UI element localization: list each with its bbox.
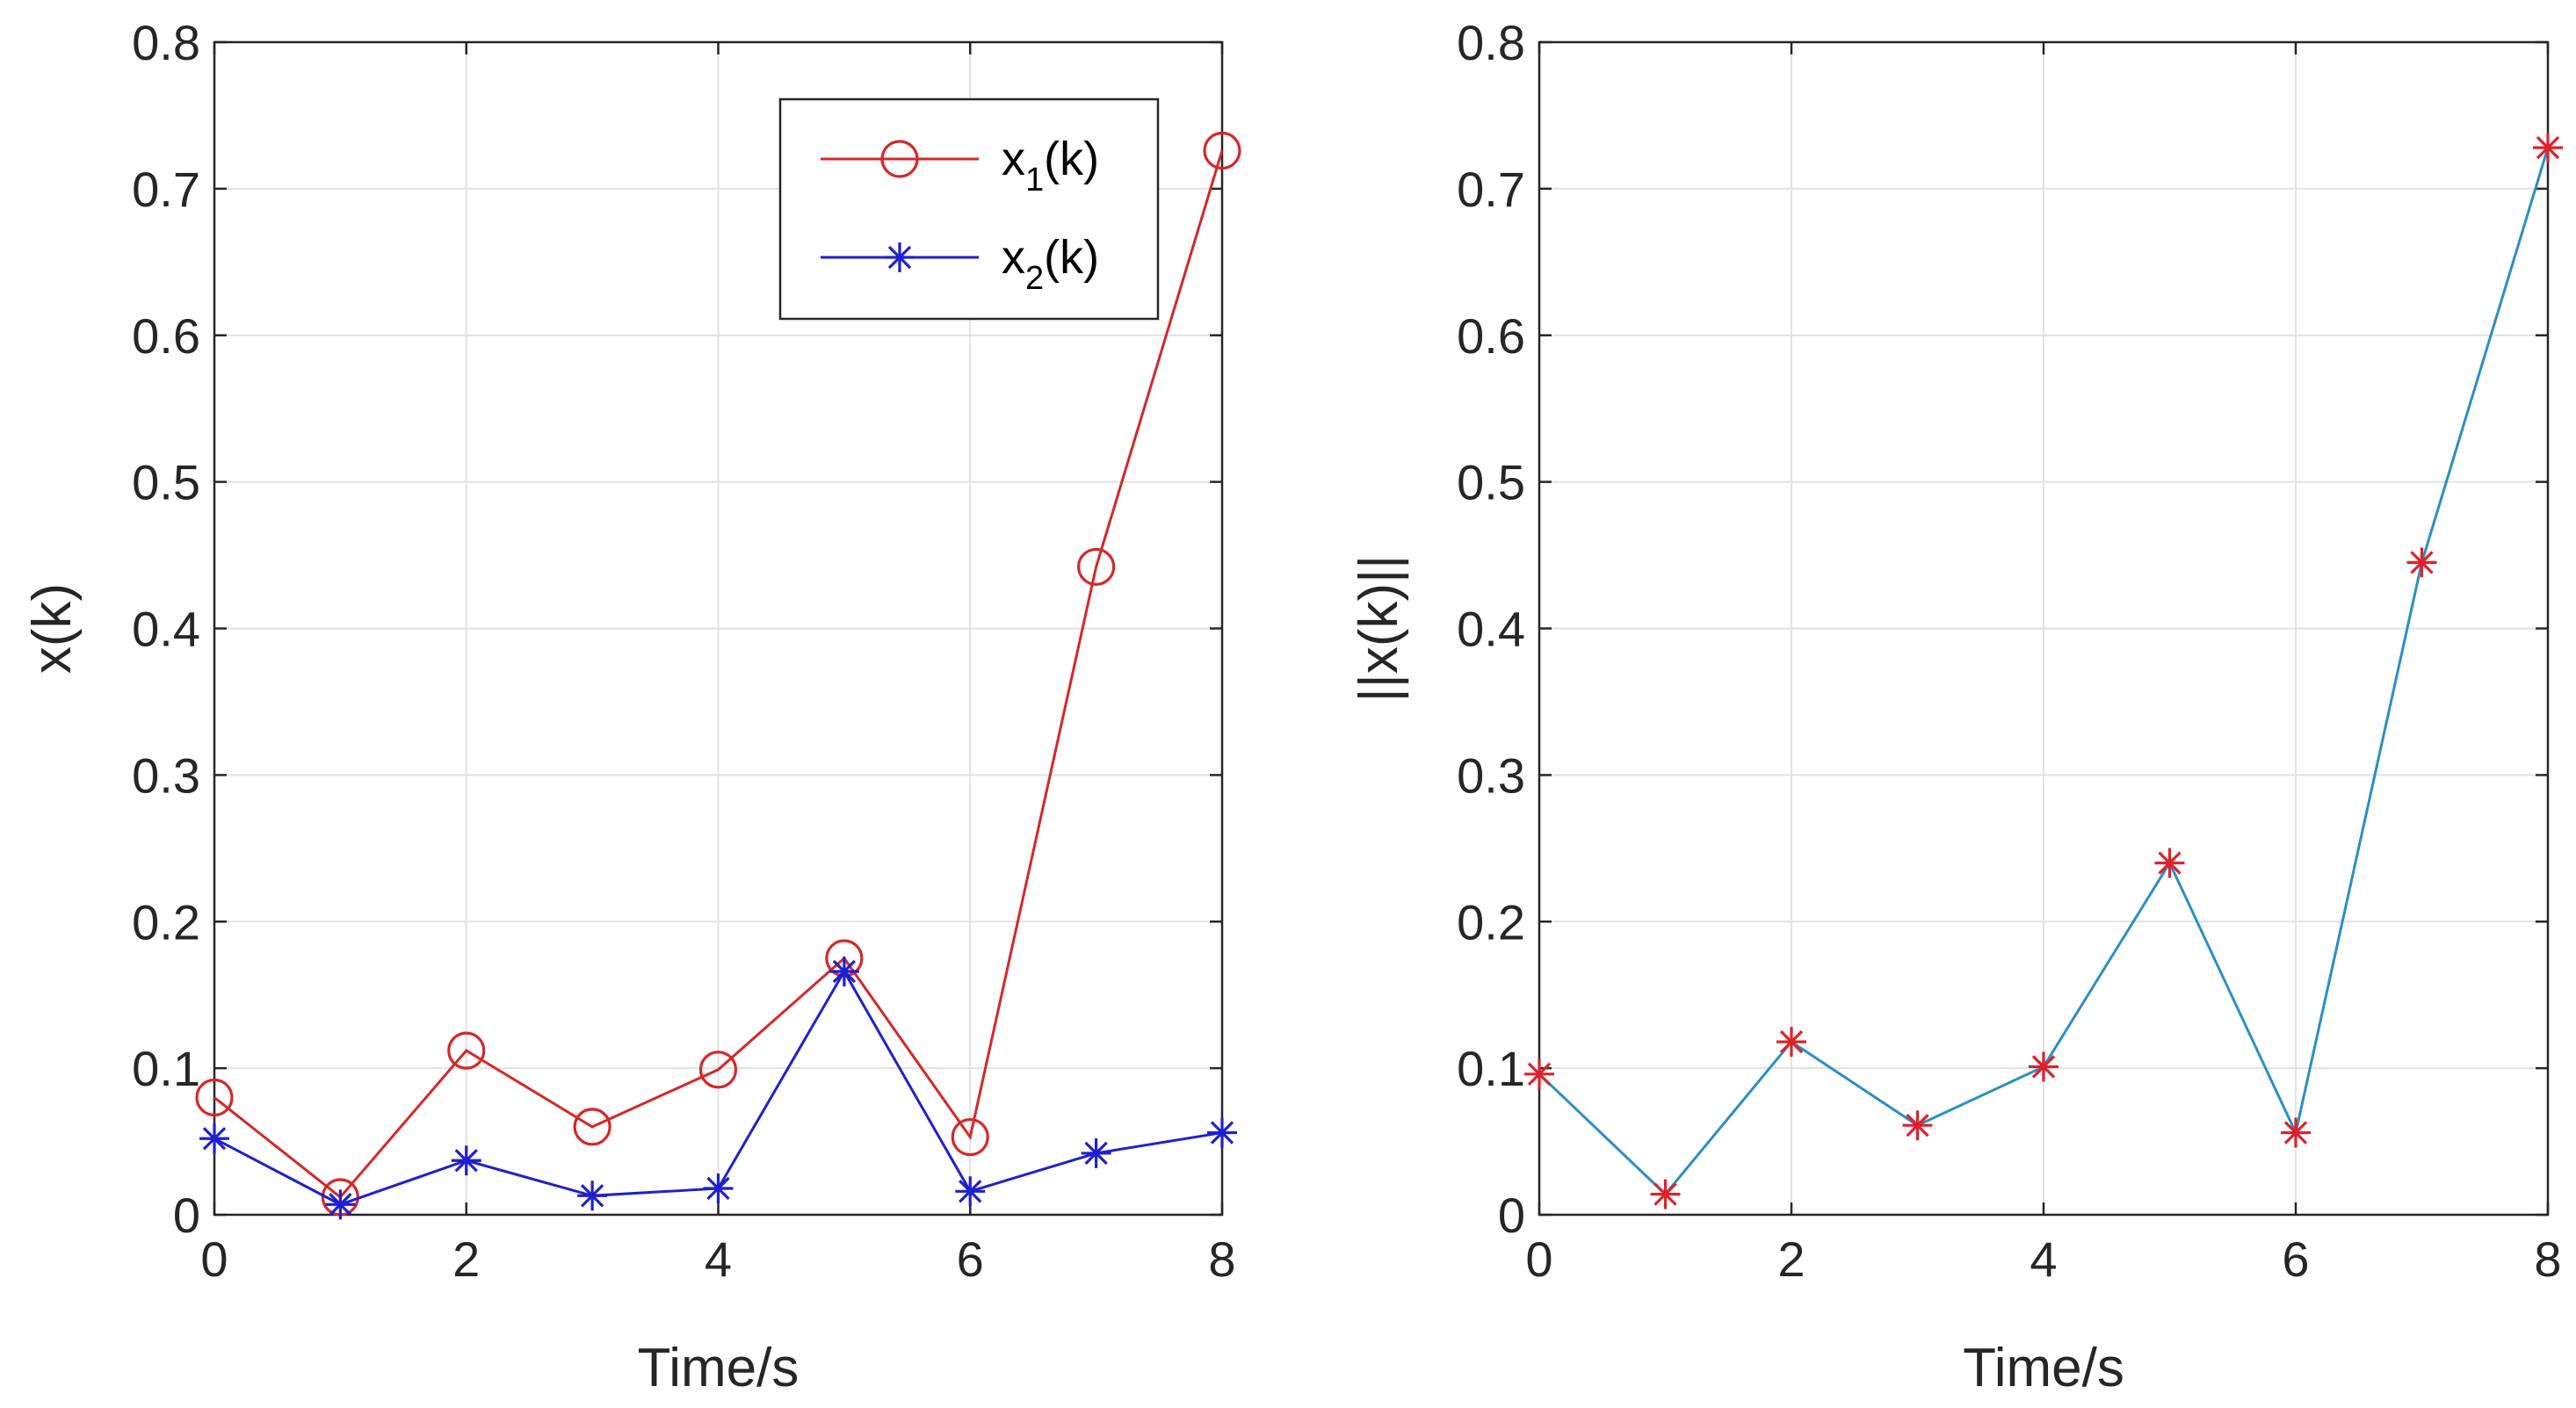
right-y-tick-label: 0.1 [1457, 1041, 1525, 1096]
left-series-line-1 [213, 150, 1224, 1200]
left-x-axis-label: Time/s [638, 1338, 800, 1398]
legend-marker-2 [885, 242, 915, 272]
right-data-point-series-1 [2154, 848, 2185, 878]
right-x-tick-label: 8 [2534, 1231, 2561, 1287]
left-x-tick-label: 4 [705, 1231, 732, 1287]
left-y-tick-label: 0.1 [132, 1041, 200, 1096]
right-data-point-series-1 [2281, 1117, 2311, 1148]
right-data-point-series-1 [1524, 1058, 1554, 1089]
right-data-point-series-1 [2406, 547, 2437, 578]
left-data-point-series-2 [1207, 1117, 1237, 1148]
left-plot-panel: 0 2 4 6 8 0 0.1 0.2 0.3 0.4 0.5 0.6 0.7 0.8 Time/s x(k)… [22, 15, 1241, 1398]
left-data-point-series-1 [1077, 547, 1116, 587]
left-y-tick-label: 0 [173, 1188, 200, 1243]
left-y-tick-label: 0.2 [132, 894, 200, 949]
right-y-tick-label: 0.6 [1457, 308, 1525, 364]
left-data-point-series-2 [451, 1145, 481, 1176]
right-y-tick-label: 0.3 [1457, 747, 1525, 803]
left-y-tick-label: 0.5 [132, 455, 200, 510]
left-data-point-series-2 [199, 1123, 229, 1154]
right-y-tick-label: 0.8 [1457, 15, 1525, 70]
left-data-point-series-2 [955, 1176, 986, 1207]
left-y-axis-label: x(k) [22, 583, 83, 674]
right-x-tick-label: 0 [1525, 1231, 1552, 1287]
right-y-axis-label: ||x(k)|| [1349, 555, 1409, 703]
left-data-point-series-2 [703, 1173, 734, 1203]
left-data-point-series-1 [195, 1078, 234, 1117]
left-x-tick-label: 8 [1208, 1231, 1235, 1287]
right-data-point-series-1 [1776, 1027, 1806, 1058]
right-y-tick-label: 0.5 [1457, 455, 1525, 510]
right-data-point-series-1 [1902, 1110, 1933, 1141]
left-data-point-series-2 [1081, 1137, 1111, 1168]
left-y-tick-label: 0.7 [132, 162, 200, 217]
left-data-point-series-2 [577, 1181, 608, 1211]
right-data-point-series-1 [2533, 133, 2563, 163]
left-data-point-series-1 [573, 1108, 611, 1146]
left-y-tick-label: 0.8 [132, 15, 200, 70]
right-y-tick-label: 0.2 [1457, 894, 1525, 949]
legend-marker-1 [880, 140, 919, 178]
left-x-tick-label: 2 [452, 1231, 480, 1287]
right-data-point-series-1 [1650, 1179, 1681, 1209]
left-data-point-series-2 [829, 956, 859, 986]
left-y-tick-label: 0.3 [132, 747, 200, 803]
right-x-tick-label: 4 [2030, 1231, 2057, 1287]
left-x-tick-label: 0 [200, 1231, 228, 1287]
left-data-point-series-1 [447, 1031, 486, 1070]
left-y-tick-label: 0.4 [132, 602, 200, 657]
left-x-tick-label: 6 [957, 1231, 984, 1287]
legend-label-2: x2(k) [1002, 231, 1099, 297]
right-x-tick-label: 2 [1777, 1231, 1805, 1287]
right-x-tick-label: 6 [2282, 1231, 2309, 1287]
right-y-tick-label: 0 [1498, 1188, 1525, 1243]
right-plot-panel: 0 2 4 6 8 0 0.1 0.2 0.3 0.4 0.5 0.6 0.7 0.8 Time/s ||x(… [1349, 15, 2563, 1398]
left-y-tick-label: 0.6 [132, 308, 200, 364]
right-y-tick-label: 0.4 [1457, 602, 1525, 657]
legend-label-1: x1(k) [1002, 133, 1099, 199]
left-data-point-series-2 [325, 1189, 356, 1220]
right-y-tick-label: 0.7 [1457, 162, 1525, 217]
left-data-point-series-1 [1203, 131, 1241, 170]
left-data-point-series-1 [698, 1051, 738, 1089]
left-data-point-series-1 [951, 1117, 989, 1157]
legend-box [778, 97, 1160, 321]
right-data-point-series-1 [2029, 1051, 2059, 1082]
right-x-axis-label: Time/s [1963, 1338, 2124, 1398]
